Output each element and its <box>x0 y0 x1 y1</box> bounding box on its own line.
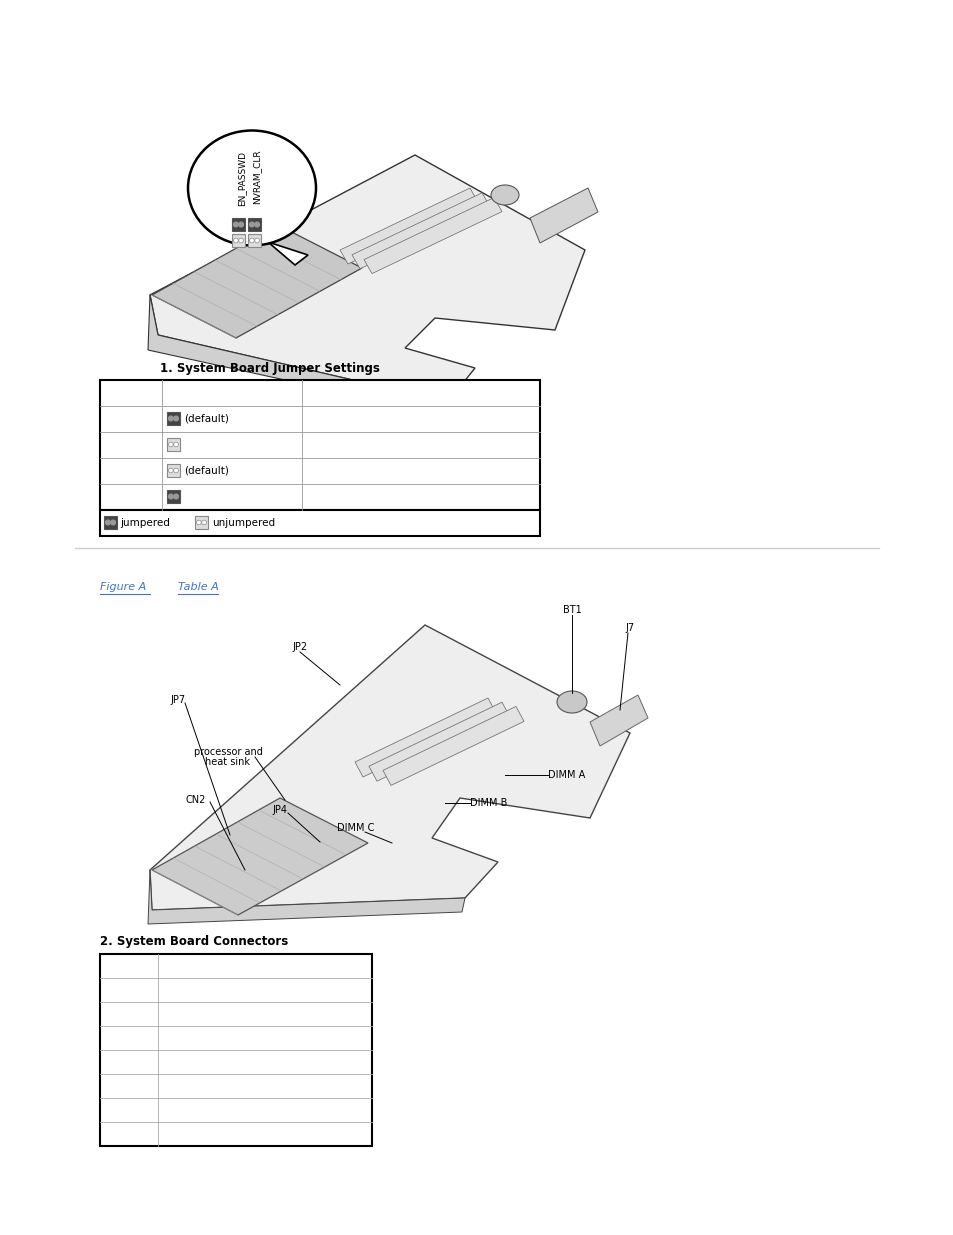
FancyBboxPatch shape <box>232 219 245 231</box>
Circle shape <box>169 442 173 447</box>
Circle shape <box>254 238 259 243</box>
FancyBboxPatch shape <box>167 438 180 451</box>
Ellipse shape <box>557 692 586 713</box>
Text: JP7: JP7 <box>171 695 186 705</box>
Text: DIMM A: DIMM A <box>547 769 584 781</box>
Text: BT1: BT1 <box>562 605 580 615</box>
Text: DIMM C: DIMM C <box>337 823 375 832</box>
Polygon shape <box>355 698 496 777</box>
Bar <box>100 510 539 536</box>
Ellipse shape <box>491 185 518 205</box>
Polygon shape <box>352 193 490 269</box>
Text: 1. System Board Jumper Settings: 1. System Board Jumper Settings <box>160 362 379 375</box>
Text: NVRAM_CLR: NVRAM_CLR <box>253 149 261 204</box>
Polygon shape <box>382 706 523 785</box>
Polygon shape <box>339 188 477 264</box>
Circle shape <box>250 222 253 227</box>
Text: EN_PASSWD: EN_PASSWD <box>237 151 246 205</box>
Circle shape <box>233 238 238 243</box>
Circle shape <box>238 238 243 243</box>
Circle shape <box>173 468 178 473</box>
FancyBboxPatch shape <box>248 233 261 247</box>
Ellipse shape <box>188 131 315 246</box>
Polygon shape <box>152 798 368 915</box>
Polygon shape <box>148 295 448 415</box>
Circle shape <box>169 468 173 473</box>
Polygon shape <box>589 695 647 746</box>
Bar <box>100 953 372 1146</box>
Text: (default): (default) <box>184 414 229 424</box>
Polygon shape <box>369 703 510 782</box>
FancyBboxPatch shape <box>167 412 180 425</box>
Polygon shape <box>268 242 308 266</box>
FancyBboxPatch shape <box>232 233 245 247</box>
Text: heat sink: heat sink <box>205 757 251 767</box>
Circle shape <box>233 222 238 227</box>
Text: processor and: processor and <box>193 747 262 757</box>
Text: CN2: CN2 <box>186 795 206 805</box>
Circle shape <box>173 494 178 499</box>
Circle shape <box>111 520 115 525</box>
Polygon shape <box>530 188 598 243</box>
Polygon shape <box>150 156 584 403</box>
FancyBboxPatch shape <box>194 516 208 529</box>
Circle shape <box>169 494 173 499</box>
Circle shape <box>238 222 243 227</box>
Polygon shape <box>148 869 464 924</box>
Circle shape <box>173 442 178 447</box>
Circle shape <box>173 416 178 421</box>
Text: J7: J7 <box>625 622 634 634</box>
FancyBboxPatch shape <box>104 516 117 529</box>
Circle shape <box>196 520 201 525</box>
Text: DIMM B: DIMM B <box>470 798 507 808</box>
Bar <box>100 380 539 510</box>
FancyBboxPatch shape <box>167 464 180 477</box>
Circle shape <box>169 416 173 421</box>
Text: JP4: JP4 <box>273 805 287 815</box>
Text: unjumpered: unjumpered <box>212 517 274 529</box>
Circle shape <box>201 520 206 525</box>
FancyBboxPatch shape <box>248 219 261 231</box>
Text: JP2: JP2 <box>293 642 307 652</box>
Polygon shape <box>152 225 361 338</box>
FancyBboxPatch shape <box>167 490 180 503</box>
Text: Figure A: Figure A <box>100 582 146 592</box>
Circle shape <box>254 222 259 227</box>
Text: (default): (default) <box>184 466 229 475</box>
Polygon shape <box>364 198 501 274</box>
Circle shape <box>106 520 111 525</box>
Text: Table A: Table A <box>178 582 226 592</box>
Text: jumpered: jumpered <box>120 517 170 529</box>
Polygon shape <box>150 625 629 910</box>
Circle shape <box>250 238 253 243</box>
Text: 2. System Board Connectors: 2. System Board Connectors <box>100 935 288 948</box>
